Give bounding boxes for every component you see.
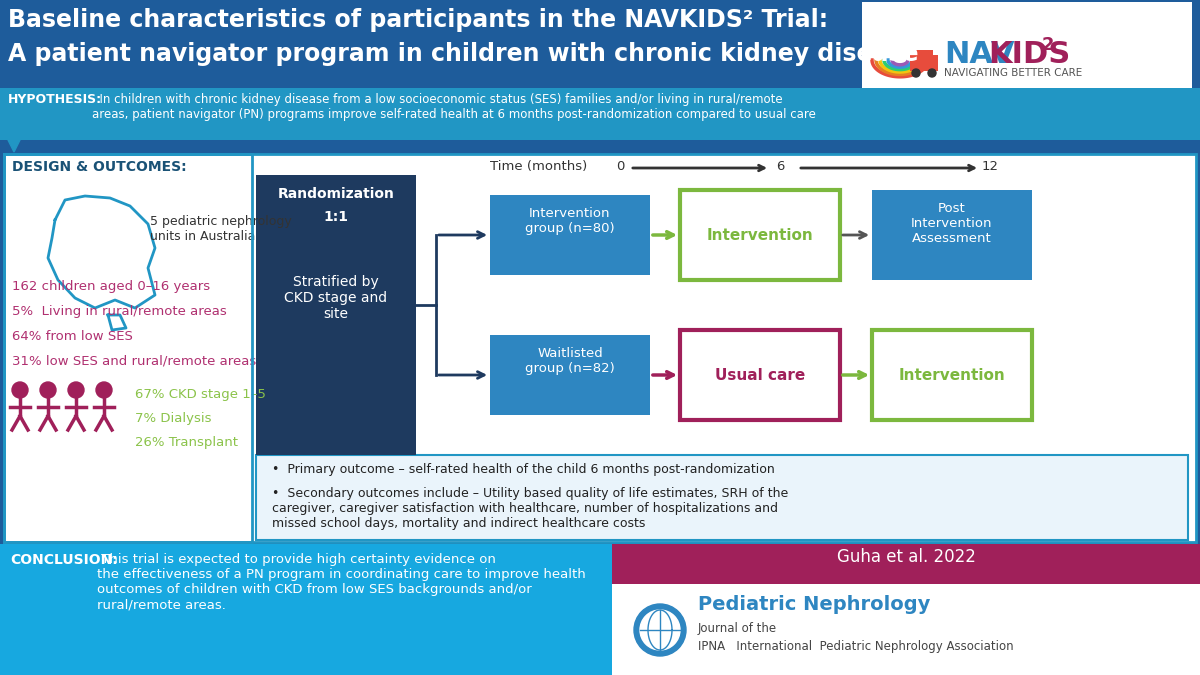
Bar — [4, 154, 1196, 542]
Text: 64% from low SES: 64% from low SES — [12, 330, 133, 343]
Text: Stratified by
CKD stage and
site: Stratified by CKD stage and site — [284, 275, 388, 321]
Text: 7% Dialysis: 7% Dialysis — [134, 412, 211, 425]
Text: IPNA   International  Pediatric Nephrology Association: IPNA International Pediatric Nephrology … — [698, 640, 1014, 653]
Text: DESIGN & OUTCOMES:: DESIGN & OUTCOMES: — [12, 160, 187, 174]
Text: HYPOTHESIS:: HYPOTHESIS: — [8, 93, 102, 106]
Text: 31% low SES and rural/remote areas: 31% low SES and rural/remote areas — [12, 355, 257, 368]
Text: Guha et al. 2022: Guha et al. 2022 — [836, 548, 976, 566]
Bar — [913, 50, 934, 60]
Circle shape — [634, 604, 686, 656]
Text: •  Primary outcome – self-rated health of the child 6 months post-randomization: • Primary outcome – self-rated health of… — [272, 463, 775, 476]
Text: KIDS: KIDS — [988, 40, 1070, 69]
Text: •  Secondary outcomes include – Utility based quality of life estimates, SRH of : • Secondary outcomes include – Utility b… — [272, 487, 788, 530]
Circle shape — [928, 69, 936, 77]
Text: 12: 12 — [982, 160, 998, 173]
Text: Waitlisted
group (n=82): Waitlisted group (n=82) — [526, 347, 614, 375]
Circle shape — [96, 382, 112, 398]
Bar — [872, 330, 1032, 420]
Bar — [4, 154, 252, 542]
Bar — [680, 330, 840, 420]
Circle shape — [68, 382, 84, 398]
Text: Randomization: Randomization — [277, 187, 395, 201]
Text: Intervention: Intervention — [707, 227, 814, 242]
Text: 2: 2 — [1042, 36, 1055, 54]
Text: Post
Intervention
Assessment: Post Intervention Assessment — [911, 202, 992, 245]
Bar — [910, 55, 938, 71]
Bar — [0, 88, 1200, 140]
Bar — [680, 190, 840, 280]
Text: 26% Transplant: 26% Transplant — [134, 436, 238, 449]
Text: Baseline characteristics of participants in the NAVKIDS² Trial:: Baseline characteristics of participants… — [8, 8, 828, 32]
Text: NAVIGATING BETTER CARE: NAVIGATING BETTER CARE — [944, 68, 1082, 78]
Text: 5%  Living in rural/remote areas: 5% Living in rural/remote areas — [12, 305, 227, 318]
Text: Pediatric Nephrology: Pediatric Nephrology — [698, 595, 930, 614]
Bar — [612, 544, 1200, 584]
Text: This trial is expected to provide high certainty evidence on
the effectiveness o: This trial is expected to provide high c… — [97, 553, 586, 611]
Text: Usual care: Usual care — [715, 367, 805, 383]
Circle shape — [12, 382, 28, 398]
Text: 6: 6 — [776, 160, 784, 173]
Text: 5 pediatric nephrology
units in Australia: 5 pediatric nephrology units in Australi… — [150, 215, 292, 243]
Text: 67% CKD stage 1–5: 67% CKD stage 1–5 — [134, 388, 266, 401]
Text: 1:1: 1:1 — [324, 210, 348, 224]
Text: CONCLUSION:: CONCLUSION: — [10, 553, 118, 567]
Text: In children with chronic kidney disease from a low socioeconomic status (SES) fa: In children with chronic kidney disease … — [92, 93, 816, 121]
Circle shape — [912, 69, 920, 77]
Text: 0: 0 — [616, 160, 624, 173]
Text: 162 children aged 0–16 years: 162 children aged 0–16 years — [12, 280, 210, 293]
Bar — [490, 335, 650, 415]
Text: Intervention
group (n=80): Intervention group (n=80) — [526, 207, 614, 235]
Bar — [612, 584, 1200, 675]
Circle shape — [40, 382, 56, 398]
Text: Time (months): Time (months) — [490, 160, 587, 173]
Text: Journal of the: Journal of the — [698, 622, 778, 635]
Bar — [256, 175, 416, 455]
Bar — [862, 2, 1192, 102]
Bar — [256, 455, 1188, 540]
Polygon shape — [8, 140, 20, 152]
Bar — [872, 190, 1032, 280]
Text: Intervention: Intervention — [899, 367, 1006, 383]
Bar — [4, 154, 1196, 542]
Text: NAV: NAV — [944, 40, 1014, 69]
Bar — [490, 195, 650, 275]
Circle shape — [640, 610, 680, 650]
Bar — [0, 544, 612, 675]
Text: A patient navigator program in children with chronic kidney disease: A patient navigator program in children … — [8, 42, 918, 66]
